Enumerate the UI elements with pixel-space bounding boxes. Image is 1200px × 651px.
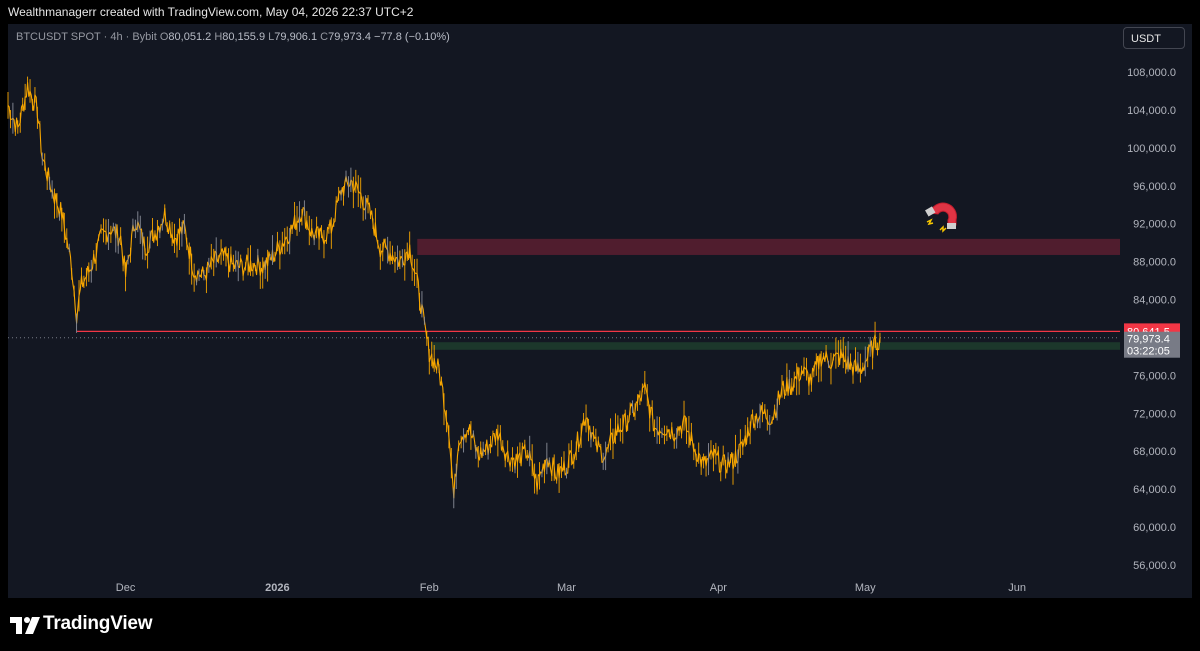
high-label: H xyxy=(214,31,223,43)
close-label: C xyxy=(320,31,329,43)
currency-button[interactable]: USDT xyxy=(1123,27,1185,49)
change-value: −77.8 (−0.10%) xyxy=(374,31,450,43)
tradingview-logo-icon[interactable] xyxy=(10,614,42,636)
top-bar: Wealthmanagerr created with TradingView.… xyxy=(0,0,1200,24)
symbol-name[interactable]: BTCUSDT SPOT · 4h · Bybit xyxy=(16,31,157,43)
low-label: L xyxy=(268,31,275,43)
footer xyxy=(0,598,1200,651)
tradingview-brand[interactable]: TradingView xyxy=(43,613,153,634)
watermark-text: Wealthmanagerr created with TradingView.… xyxy=(8,5,414,19)
symbol-legend: BTCUSDT SPOT · 4h · Bybit O80,051.2 H80,… xyxy=(16,31,450,43)
close-value: 79,973.4 xyxy=(328,31,371,43)
high-value: 80,155.9 xyxy=(222,31,266,43)
open-label: O xyxy=(159,31,169,43)
low-value: 79,906.1 xyxy=(274,31,318,43)
open-value: 80,051.2 xyxy=(168,31,212,43)
chart-frame[interactable] xyxy=(8,24,1192,598)
